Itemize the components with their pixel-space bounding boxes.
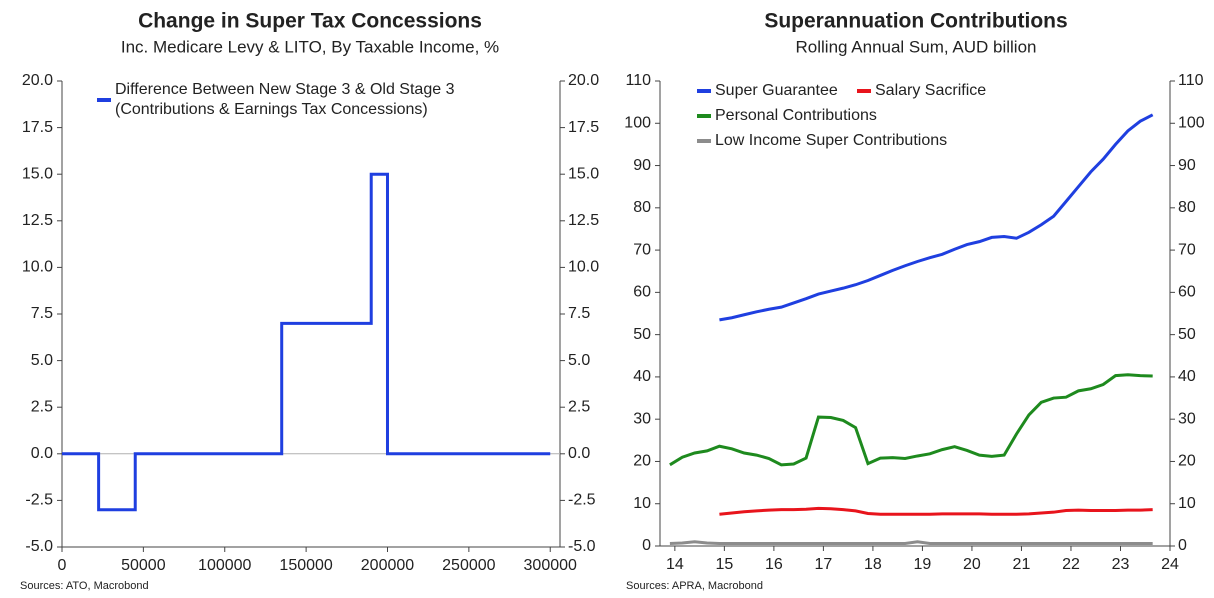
- y-tick-label: 17.5: [22, 119, 53, 136]
- y2-tick-label: 110: [1178, 72, 1204, 89]
- x-tick-label: 50000: [121, 557, 166, 574]
- x-tick-label: 21: [1013, 556, 1031, 573]
- y-tick-label: 70: [633, 241, 651, 258]
- x-tick-label: 16: [765, 556, 783, 573]
- y-tick-label: 10: [633, 495, 651, 512]
- y-tick-label: 90: [633, 157, 651, 174]
- y2-tick-label: 60: [1178, 284, 1196, 301]
- y2-tick-label: 90: [1178, 157, 1196, 174]
- y-tick-label: 80: [633, 199, 651, 216]
- y-tick-label: 0.0: [31, 445, 53, 462]
- x-tick-label: 18: [864, 556, 882, 573]
- y2-tick-label: 10: [1178, 495, 1196, 512]
- x-tick-label: 300000: [524, 557, 577, 574]
- x-tick-label: 23: [1112, 556, 1130, 573]
- y-tick-label: 15.0: [22, 165, 53, 182]
- chart-title: Change in Super Tax Concessions: [138, 10, 482, 33]
- legend-label: Personal Contributions: [715, 107, 877, 124]
- x-tick-label: 15: [715, 556, 733, 573]
- legend-label: Difference Between New Stage 3 & Old Sta…: [115, 81, 455, 118]
- x-tick-label: 14: [666, 556, 684, 573]
- legend-label: Low Income Super Contributions: [715, 132, 948, 149]
- x-tick-label: 22: [1062, 556, 1080, 573]
- y2-tick-label: -5.0: [568, 538, 596, 555]
- chart-subtitle: Inc. Medicare Levy & LITO, By Taxable In…: [121, 37, 499, 56]
- y-tick-label: 30: [633, 410, 651, 427]
- series-line: [719, 506, 1153, 516]
- y2-tick-label: 5.0: [568, 352, 590, 369]
- y2-tick-label: 100: [1178, 114, 1205, 131]
- y2-tick-label: 70: [1178, 241, 1196, 258]
- y2-tick-label: 12.5: [568, 212, 599, 229]
- y2-tick-label: 0: [1178, 537, 1187, 554]
- y-tick-label: 0: [642, 537, 651, 554]
- y2-tick-label: -2.5: [568, 492, 596, 509]
- chart-title: Superannuation Contributions: [764, 10, 1067, 33]
- y-tick-label: 60: [633, 284, 651, 301]
- x-tick-label: 17: [814, 556, 832, 573]
- series-line: [669, 373, 1153, 467]
- y2-tick-label: 30: [1178, 410, 1196, 427]
- chart-subtitle: Rolling Annual Sum, AUD billion: [796, 37, 1037, 56]
- x-tick-label: 19: [914, 556, 932, 573]
- source: Sources: APRA, Macrobond: [626, 580, 763, 592]
- y-tick-label: 7.5: [31, 305, 53, 322]
- x-tick-label: 100000: [198, 557, 251, 574]
- legend-label: Super Guarantee: [715, 82, 838, 99]
- y-tick-label: -2.5: [25, 492, 53, 509]
- y2-tick-label: 7.5: [568, 305, 590, 322]
- y2-tick-label: 20.0: [568, 72, 599, 89]
- series-line: [62, 172, 551, 512]
- series-line: [719, 113, 1154, 322]
- y-tick-label: 110: [625, 72, 651, 89]
- x-tick-label: 150000: [279, 557, 332, 574]
- legend-label: Salary Sacrifice: [875, 82, 987, 99]
- x-tick-label: 200000: [361, 557, 414, 574]
- y2-tick-label: 0.0: [568, 445, 590, 462]
- y2-tick-label: 80: [1178, 199, 1196, 216]
- y2-tick-label: 2.5: [568, 398, 590, 415]
- x-tick-label: 0: [58, 557, 67, 574]
- source: Sources: ATO, Macrobond: [20, 580, 149, 592]
- y2-tick-label: 17.5: [568, 119, 599, 136]
- y2-tick-label: 20: [1178, 453, 1196, 470]
- y-tick-label: 12.5: [22, 212, 53, 229]
- y2-tick-label: 40: [1178, 368, 1196, 385]
- series-line: [669, 540, 1153, 545]
- x-tick-label: 20: [963, 556, 981, 573]
- y-tick-label: 2.5: [31, 398, 53, 415]
- y-tick-label: -5.0: [25, 538, 53, 555]
- y-tick-label: 20: [633, 453, 651, 470]
- y-tick-label: 5.0: [31, 352, 53, 369]
- y-tick-label: 20.0: [22, 72, 53, 89]
- y-tick-label: 10.0: [22, 259, 53, 276]
- y-tick-label: 100: [624, 114, 651, 131]
- y-tick-label: 50: [633, 326, 651, 343]
- y2-tick-label: 10.0: [568, 259, 599, 276]
- x-tick-label: 24: [1161, 556, 1179, 573]
- y2-tick-label: 15.0: [568, 165, 599, 182]
- x-tick-label: 250000: [442, 557, 495, 574]
- y2-tick-label: 50: [1178, 326, 1196, 343]
- y-tick-label: 40: [633, 368, 651, 385]
